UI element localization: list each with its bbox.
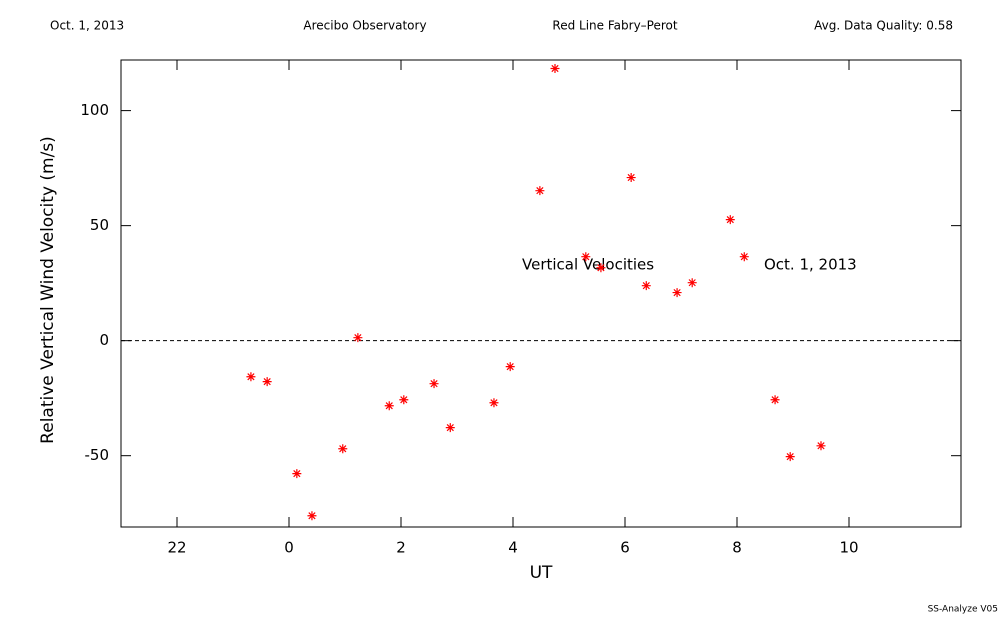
header-instrument: Red Line Fabry–Perot [552,19,677,33]
x-tick-label: 4 [508,539,518,557]
point [399,395,409,405]
point [687,278,697,288]
point [550,64,560,74]
point [725,215,735,225]
point [338,444,348,454]
x-axis-label: UT [530,563,553,583]
x-tick-label: 6 [620,539,630,557]
point [770,395,780,405]
header-date: Oct. 1, 2013 [50,19,124,33]
point [445,423,455,433]
x-tick-label: 10 [839,539,858,557]
point [246,372,256,382]
y-tick-label: 50 [90,216,109,234]
annotation: Vertical Velocities [522,256,654,274]
point [739,252,749,262]
x-tick-label: 2 [396,539,406,557]
x-tick-label: 8 [732,539,742,557]
point [785,452,795,462]
header-quality: Avg. Data Quality: 0.58 [814,19,953,33]
point [307,511,317,521]
y-tick-label: 0 [99,331,109,349]
point [489,398,499,408]
point [292,469,302,479]
point [641,281,651,291]
point [429,379,439,389]
point [816,441,826,451]
annotation: Oct. 1, 2013 [764,256,857,274]
point [505,362,515,372]
plot-frame [120,59,962,528]
y-tick-label: -50 [85,446,110,464]
y-axis-label: Relative Vertical Wind Velocity (m/s) [38,136,58,444]
point [596,263,606,273]
x-tick-label: 0 [284,539,294,557]
header-site: Arecibo Observatory [303,19,426,33]
point [262,377,272,387]
point [626,173,636,183]
footer: SS-Analyze V05 [928,605,998,615]
point [581,252,591,262]
point [535,186,545,196]
y-tick-label: 100 [80,101,109,119]
x-tick-label: 22 [167,539,186,557]
point [384,401,394,411]
point [672,288,682,298]
point [353,333,363,343]
